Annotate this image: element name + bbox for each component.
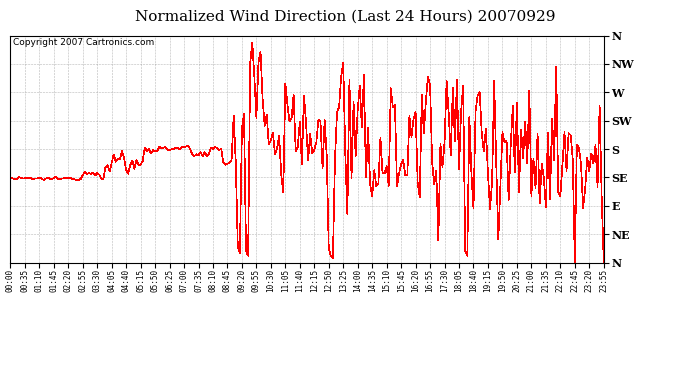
- Text: Copyright 2007 Cartronics.com: Copyright 2007 Cartronics.com: [13, 38, 155, 47]
- Text: Normalized Wind Direction (Last 24 Hours) 20070929: Normalized Wind Direction (Last 24 Hours…: [135, 9, 555, 23]
